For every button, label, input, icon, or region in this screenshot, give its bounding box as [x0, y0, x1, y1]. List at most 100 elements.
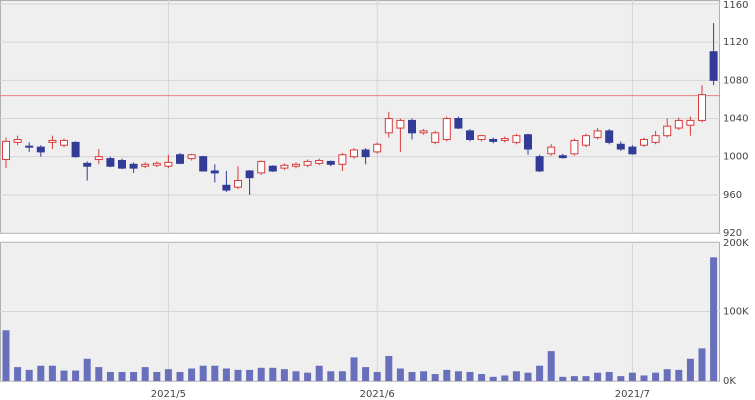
- bar: [292, 371, 300, 381]
- candle-body: [129, 163, 138, 169]
- candle-body: [384, 118, 393, 134]
- bar: [176, 371, 184, 381]
- bar: [25, 369, 33, 381]
- y-tick-label: 1120: [723, 37, 748, 48]
- candle-body: [663, 125, 672, 137]
- bar: [188, 368, 196, 381]
- candle-body: [141, 163, 150, 167]
- candle-body: [605, 130, 614, 143]
- candle-body: [419, 130, 428, 134]
- bar: [280, 369, 288, 381]
- candle-body: [373, 143, 382, 153]
- bar: [512, 371, 520, 381]
- candle-body: [593, 130, 602, 139]
- bar: [501, 375, 509, 381]
- bar: [628, 372, 636, 381]
- bar: [246, 369, 254, 381]
- candle-body: [152, 162, 161, 166]
- candle-body: [106, 158, 115, 167]
- bar: [466, 371, 474, 381]
- candle-body: [547, 146, 556, 155]
- bar: [686, 358, 694, 381]
- candle-body: [408, 119, 416, 134]
- candle-body: [338, 154, 347, 165]
- candle-body: [466, 130, 474, 140]
- candle-body: [350, 149, 358, 158]
- candle-body: [176, 154, 184, 164]
- x-tick-label: 2021/6: [360, 389, 395, 400]
- bar: [675, 369, 683, 381]
- candle-body: [396, 119, 405, 129]
- candle-body: [71, 141, 80, 158]
- candle-body: [280, 164, 289, 169]
- candle-body: [36, 146, 45, 153]
- bar: [95, 367, 103, 381]
- candle-body: [199, 156, 208, 172]
- bar: [396, 368, 404, 381]
- candle-body: [431, 132, 440, 143]
- y-tick-label: 1160: [723, 0, 748, 11]
- candle-body: [709, 51, 718, 81]
- x-tick-label: 2021/5: [151, 389, 186, 400]
- candle-body: [25, 145, 34, 148]
- bar: [431, 374, 439, 381]
- x-tick-label: 2021/7: [615, 389, 650, 400]
- bar: [338, 371, 346, 381]
- candle-body: [454, 118, 463, 129]
- bar: [37, 365, 45, 381]
- bar: [663, 369, 671, 381]
- bar: [130, 371, 138, 381]
- bar: [373, 371, 381, 381]
- bar: [153, 371, 161, 381]
- bar: [652, 372, 660, 381]
- bar: [83, 358, 91, 381]
- bar: [594, 372, 602, 381]
- candle-body: [94, 156, 103, 161]
- bar: [478, 374, 486, 381]
- bar: [617, 376, 625, 381]
- bar: [408, 371, 416, 381]
- candle-body: [210, 170, 219, 174]
- candle-body: [477, 135, 486, 140]
- candle-body: [2, 140, 10, 161]
- bar: [489, 376, 497, 381]
- bar: [582, 376, 590, 381]
- bar: [304, 372, 312, 381]
- bar: [315, 365, 323, 381]
- candle-body: [361, 149, 370, 158]
- candle-body: [582, 135, 590, 146]
- bar: [385, 355, 393, 381]
- bar: [118, 371, 126, 381]
- candle-body: [686, 119, 695, 126]
- bar: [164, 369, 172, 381]
- bar: [60, 370, 68, 381]
- candle-body: [60, 139, 68, 146]
- bar: [269, 367, 277, 381]
- candle-body: [118, 159, 126, 169]
- y-tick-label: 1000: [723, 152, 748, 163]
- candle-body: [489, 138, 498, 142]
- bar: [443, 369, 451, 381]
- candle-body: [83, 162, 92, 167]
- bar: [106, 371, 114, 381]
- bar: [454, 371, 462, 381]
- bar: [605, 371, 613, 381]
- candle-body: [303, 160, 312, 166]
- bar: [222, 368, 230, 381]
- candle-body: [222, 184, 231, 191]
- candle-body: [234, 180, 242, 188]
- candle-body: [628, 146, 637, 155]
- candle-body: [315, 159, 324, 164]
- candle-body: [442, 118, 451, 140]
- y-tick-label: 100K: [723, 307, 749, 318]
- candle-body: [570, 139, 579, 155]
- y-tick-label: 1080: [723, 75, 748, 86]
- bar: [211, 365, 219, 381]
- bar: [698, 348, 706, 381]
- bar: [362, 367, 370, 381]
- plot-area: [0, 0, 720, 234]
- candle-body: [558, 155, 567, 159]
- candle-body: [512, 135, 521, 143]
- candle-body: [698, 94, 706, 121]
